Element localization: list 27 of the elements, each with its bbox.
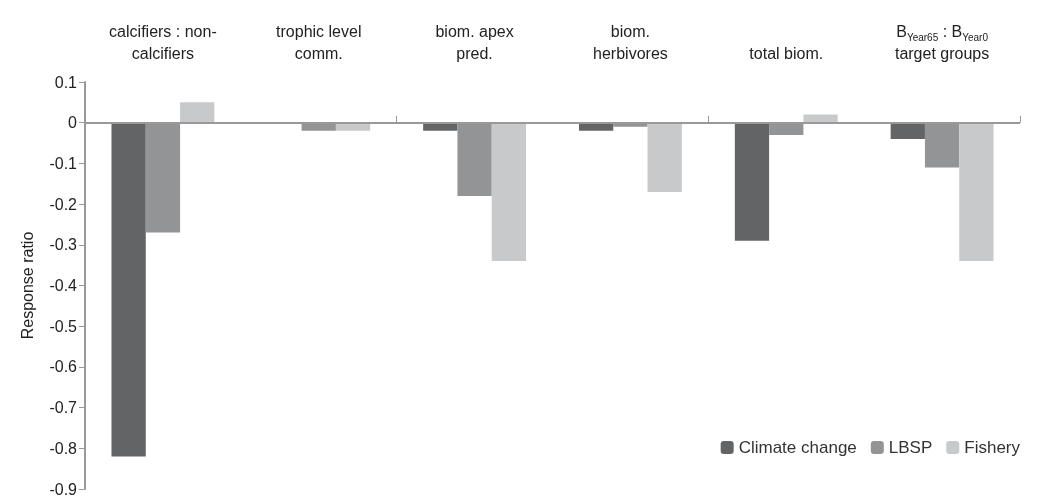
- y-tick-label: -0.4: [49, 277, 78, 294]
- y-tick-label: -0.8: [49, 439, 78, 457]
- y-tick-label: -0.3: [49, 236, 78, 254]
- x-tick-label: biom. herbivores: [593, 22, 668, 62]
- x-tick-label: total biom.: [749, 44, 824, 62]
- y-tick-label: -0.2: [49, 195, 78, 213]
- y-tick-label: -0.7: [49, 399, 78, 417]
- bar: [959, 122, 994, 262]
- bar: [890, 122, 925, 139]
- legend-label: Fishery: [964, 438, 1021, 457]
- y-axis-title: Response ratio: [18, 231, 36, 340]
- bar: [111, 122, 146, 457]
- x-tick-label: calcifiers : non- calcifiers: [109, 22, 217, 62]
- y-tick-label: -0.9: [49, 480, 78, 498]
- y-tick-label: 0.1: [54, 73, 78, 91]
- y-tick-label: -0.6: [49, 358, 78, 376]
- y-tick-label: -0.1: [49, 154, 78, 172]
- y-tick-label: -0.5: [49, 317, 78, 335]
- legend-label: LBSP: [888, 438, 933, 457]
- bar: [647, 122, 682, 192]
- y-tick-label: 0: [68, 114, 78, 132]
- bar: [180, 102, 215, 123]
- x-tick-label: biom. apex pred.: [435, 22, 514, 62]
- legend-label: Climate change: [738, 438, 857, 457]
- x-tick-label: trophic level comm.: [276, 22, 362, 62]
- bar: [734, 122, 770, 241]
- bar: [491, 122, 527, 262]
